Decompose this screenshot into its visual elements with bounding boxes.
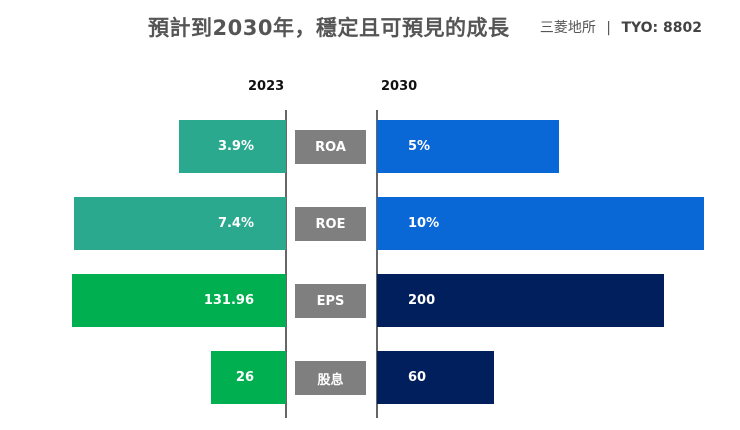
bar-2023-2: 131.96 — [72, 274, 286, 327]
category-label: ROA — [295, 130, 366, 164]
category-label: EPS — [295, 284, 366, 318]
bar-2030-2: 200 — [377, 274, 664, 327]
bar-2030-3: 60 — [377, 351, 494, 404]
legend-2023: 2023 — [248, 79, 285, 94]
legend-2030: 2030 — [381, 79, 418, 94]
left-axis-line — [285, 110, 287, 418]
right-axis-line — [376, 110, 378, 418]
bar-2030-0: 5% — [377, 120, 559, 173]
category-label: ROE — [295, 207, 366, 241]
bar-2023-0: 3.9% — [179, 120, 286, 173]
category-label: 股息 — [295, 361, 366, 395]
page-title: 預計到2030年，穩定且可預見的成長 — [148, 16, 510, 40]
company-name: 三菱地所 — [539, 20, 596, 36]
bar-2023-3: 26 — [211, 351, 286, 404]
separator: | — [606, 20, 612, 36]
ticker: TYO: 8802 — [621, 20, 702, 36]
bar-2030-1: 10% — [377, 197, 704, 250]
brand: 三菱地所 | TYO: 8802 — [540, 17, 702, 37]
bar-2023-1: 7.4% — [74, 197, 286, 250]
